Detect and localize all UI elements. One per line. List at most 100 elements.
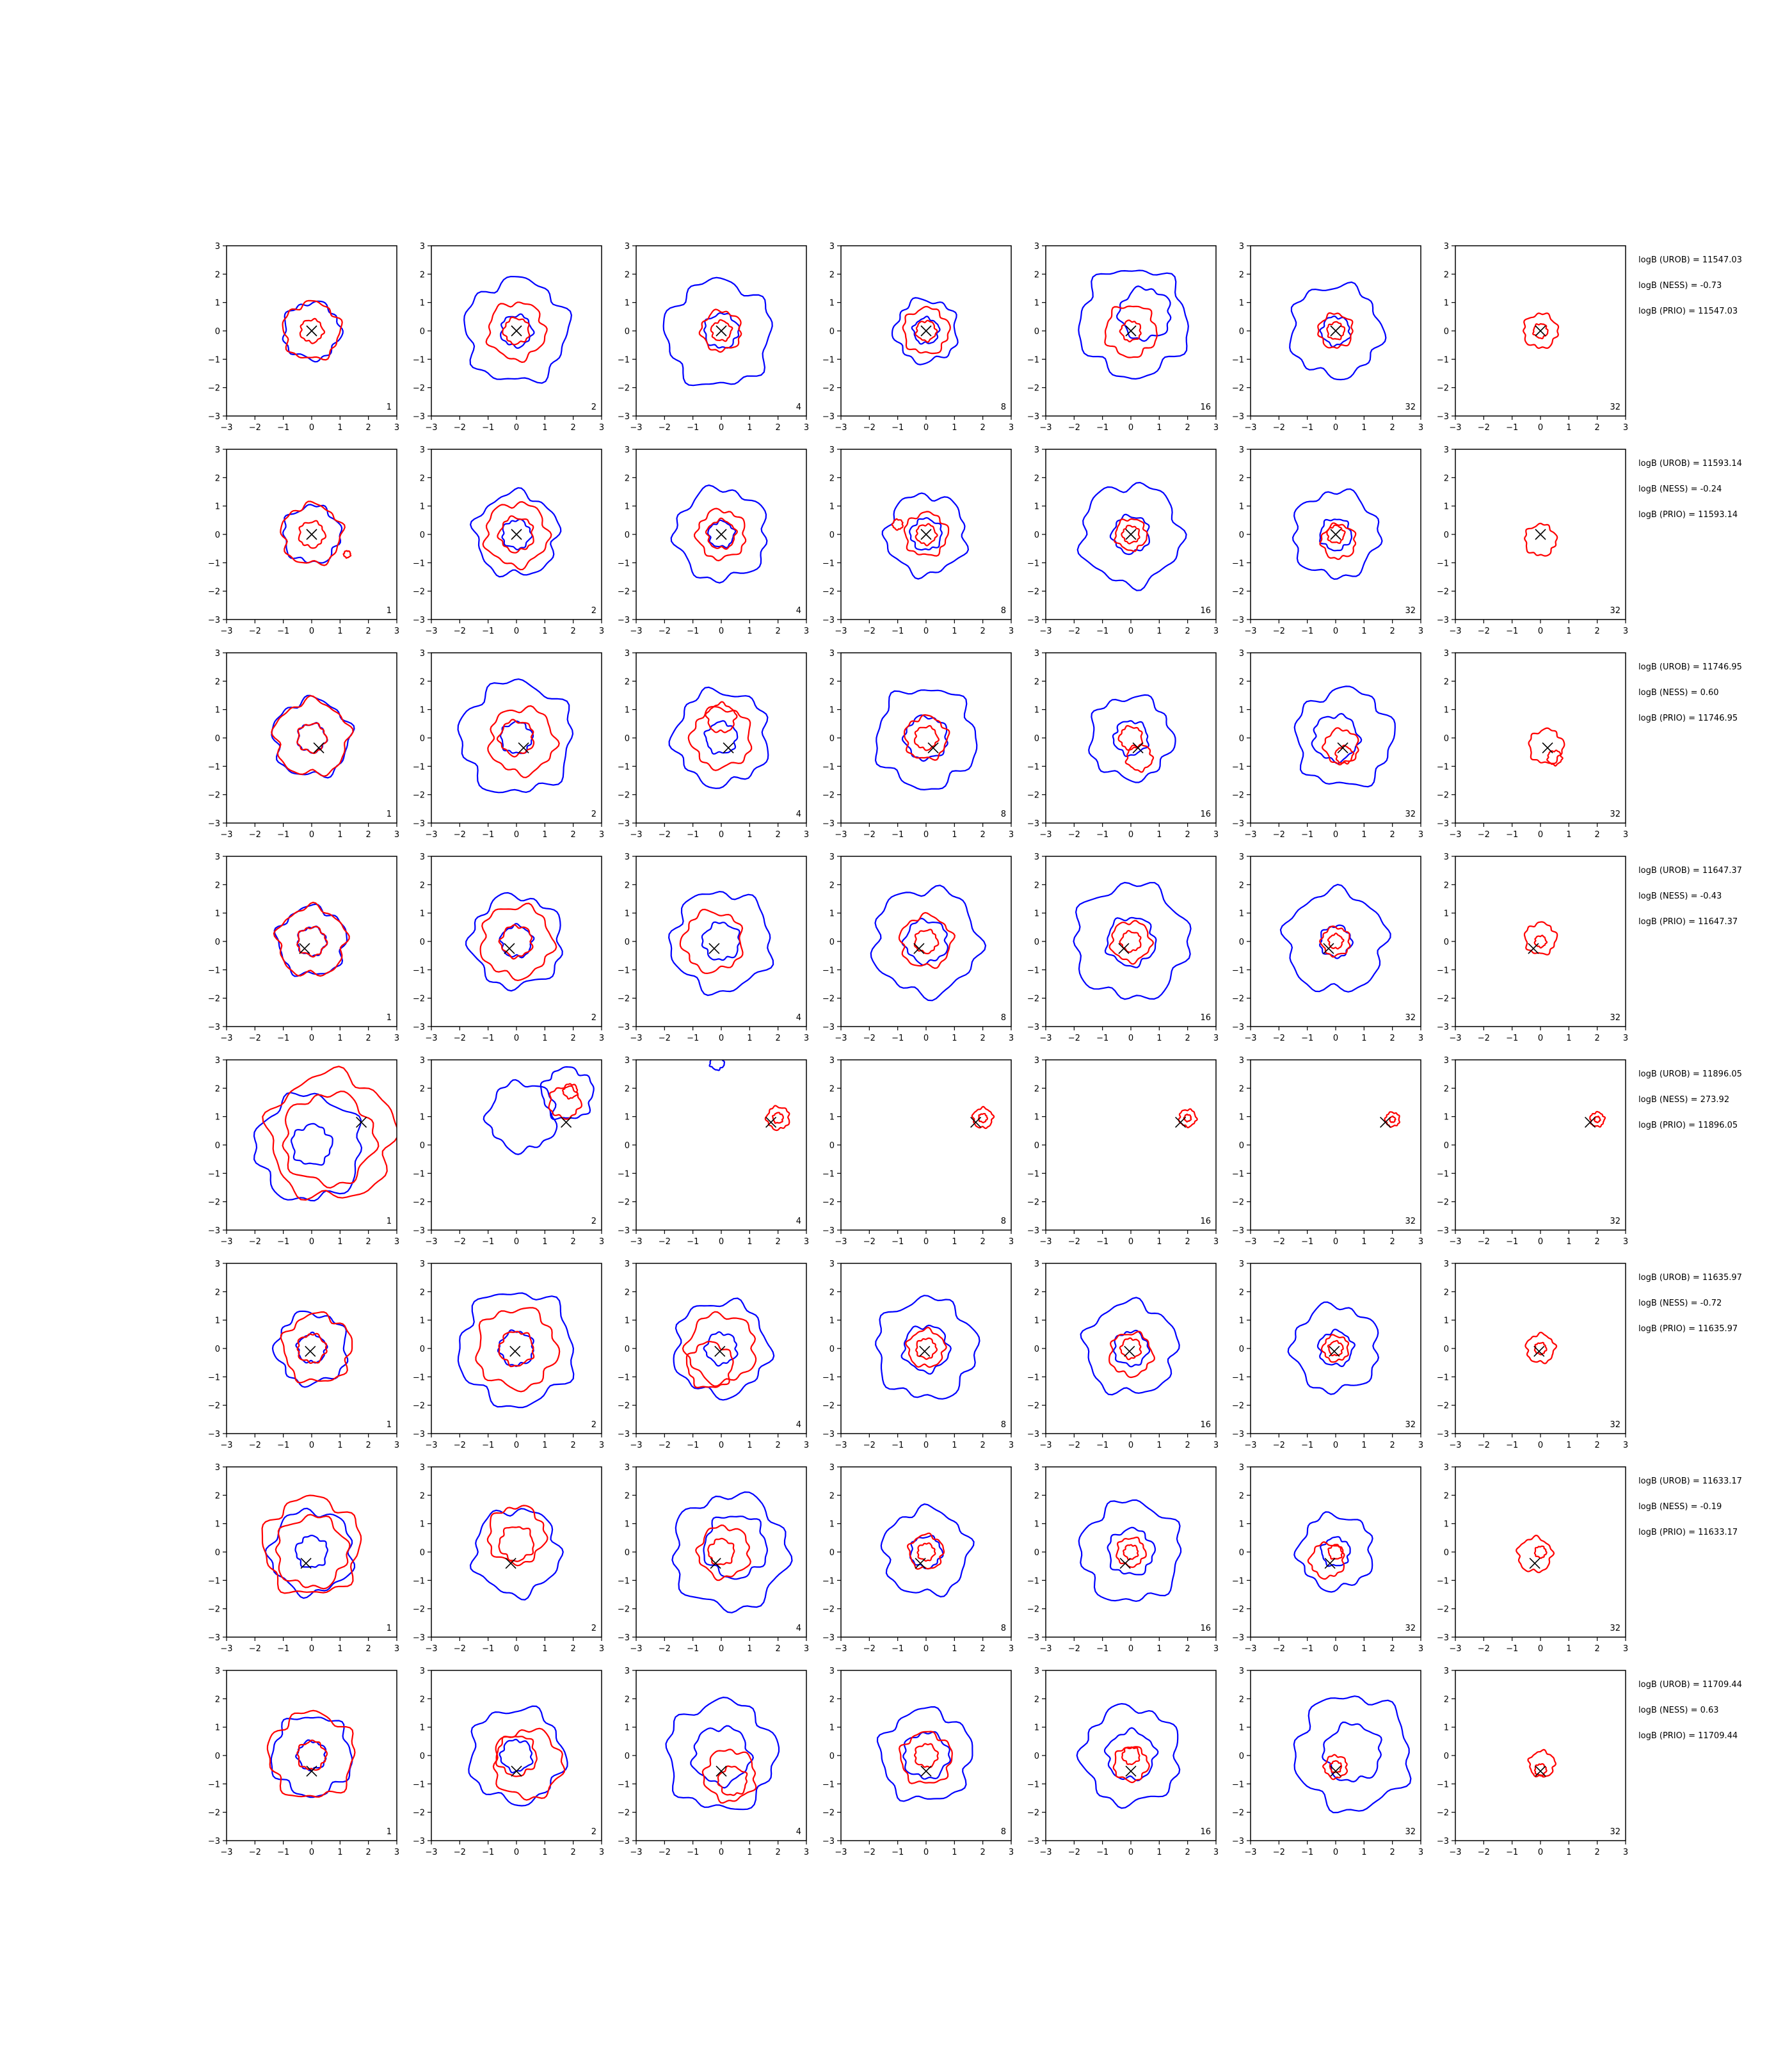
x-tick-label: 2 bbox=[1390, 627, 1395, 636]
x-tick-label: −2 bbox=[249, 1441, 261, 1450]
y-tick-label: 1 bbox=[215, 909, 220, 919]
x-tick-label: 1 bbox=[1566, 1237, 1571, 1247]
y-tick-label: −1 bbox=[1027, 559, 1039, 568]
x-tick-label: −1 bbox=[892, 830, 904, 840]
y-tick-label: 2 bbox=[420, 1288, 425, 1297]
panel-label: 32 bbox=[1610, 606, 1620, 616]
y-tick-label: 1 bbox=[1444, 1520, 1449, 1530]
blue-contour bbox=[1316, 1328, 1356, 1368]
y-tick-label: −1 bbox=[618, 559, 630, 568]
y-tick-label: −2 bbox=[1232, 1809, 1244, 1818]
x-tick-label: 3 bbox=[1213, 830, 1219, 840]
row-stat-text: logB (PRIO) = 11896.05 bbox=[1638, 1121, 1738, 1130]
y-tick-label: 0 bbox=[215, 1548, 220, 1558]
x-tick-label: −2 bbox=[1478, 1441, 1490, 1450]
plot-area bbox=[673, 1297, 775, 1401]
y-tick-label: 2 bbox=[829, 270, 835, 280]
x-tick-label: 3 bbox=[804, 1644, 809, 1654]
y-tick-label: 3 bbox=[1444, 649, 1449, 659]
y-tick-label: 1 bbox=[420, 299, 425, 308]
x-tick-label: −3 bbox=[630, 830, 642, 840]
y-tick-label: −2 bbox=[1437, 588, 1449, 597]
x-tick-label: −2 bbox=[863, 1237, 876, 1247]
x-tick-label: 2 bbox=[1390, 1644, 1395, 1654]
y-tick-label: −3 bbox=[1027, 1023, 1039, 1032]
y-tick-label: 2 bbox=[1239, 474, 1244, 483]
axes-frame bbox=[1045, 856, 1217, 1027]
x-tick-label: −3 bbox=[835, 1848, 847, 1857]
x-tick-label: 1 bbox=[1156, 1237, 1162, 1247]
x-tick-label: 1 bbox=[1361, 1848, 1366, 1857]
y-tick-label: 0 bbox=[625, 734, 630, 744]
x-tick-label: 1 bbox=[1361, 1237, 1366, 1247]
x-tick-label: −1 bbox=[892, 423, 904, 433]
y-tick-label: −3 bbox=[1232, 819, 1244, 829]
x-tick-label: 2 bbox=[1595, 1848, 1600, 1857]
x-tick-label: 0 bbox=[1128, 1441, 1133, 1450]
red-contour bbox=[498, 1526, 535, 1562]
plot-area bbox=[876, 1706, 973, 1802]
x-tick-label: 1 bbox=[952, 1237, 957, 1247]
y-tick-label: 0 bbox=[829, 1548, 835, 1558]
x-tick-label: −3 bbox=[1244, 423, 1256, 433]
panel-label: 32 bbox=[1405, 1217, 1416, 1226]
row-stat-text: logB (NESS) = 0.60 bbox=[1638, 688, 1719, 698]
red-contour bbox=[695, 1524, 751, 1581]
plot-area bbox=[1289, 281, 1387, 381]
x-tick-label: −1 bbox=[1096, 1034, 1108, 1043]
red-contour bbox=[1384, 1111, 1401, 1128]
red-contour bbox=[262, 1066, 397, 1201]
y-tick-label: −1 bbox=[208, 1373, 220, 1382]
x-tick-label: 2 bbox=[1595, 1644, 1600, 1654]
y-tick-label: 0 bbox=[215, 938, 220, 947]
axes-frame bbox=[226, 1670, 397, 1841]
y-tick-label: 1 bbox=[1239, 1520, 1244, 1530]
axes-frame bbox=[840, 1263, 1012, 1434]
x-tick-label: −2 bbox=[454, 1848, 466, 1857]
red-contour bbox=[1533, 934, 1548, 949]
x-tick-label: 2 bbox=[1595, 1441, 1600, 1450]
x-tick-label: 2 bbox=[776, 830, 781, 840]
blue-contour bbox=[880, 1503, 975, 1598]
panel-r2-c4: −3−3 −2 −2 −1 −1 0 0 1 1 2 2 3 3 8 bbox=[822, 445, 1014, 636]
blue-contour bbox=[1320, 1536, 1351, 1567]
y-tick-label: −3 bbox=[618, 1226, 630, 1236]
red-contour bbox=[913, 724, 940, 751]
x-tick-label: 0 bbox=[924, 423, 929, 433]
y-tick-label: −1 bbox=[1437, 355, 1449, 365]
x-tick-label: 1 bbox=[542, 1237, 547, 1247]
y-tick-label: 1 bbox=[1034, 1724, 1039, 1733]
y-tick-label: −3 bbox=[1232, 1633, 1244, 1643]
x-tick-label: −1 bbox=[687, 1441, 699, 1450]
x-tick-label: 3 bbox=[1623, 1237, 1628, 1247]
x-tick-label: 2 bbox=[366, 1848, 371, 1857]
y-tick-label: 3 bbox=[829, 1667, 835, 1676]
y-tick-label: 3 bbox=[1239, 1260, 1244, 1269]
x-tick-label: 1 bbox=[337, 627, 342, 636]
y-tick-label: 3 bbox=[1239, 649, 1244, 659]
y-tick-label: −3 bbox=[822, 412, 835, 422]
y-tick-label: 2 bbox=[215, 1491, 220, 1501]
y-tick-label: 2 bbox=[1034, 1084, 1039, 1094]
y-tick-label: 0 bbox=[625, 1141, 630, 1151]
x-tick-label: −1 bbox=[277, 627, 289, 636]
x-tick-label: 3 bbox=[1418, 1644, 1423, 1654]
y-tick-label: 0 bbox=[420, 1752, 425, 1761]
x-tick-label: −3 bbox=[220, 627, 232, 636]
plot-area bbox=[282, 300, 344, 363]
y-tick-label: 2 bbox=[1444, 881, 1449, 890]
blue-contour bbox=[670, 484, 768, 584]
plot-area bbox=[970, 1105, 995, 1130]
y-tick-label: 3 bbox=[420, 1056, 425, 1066]
y-tick-label: −1 bbox=[822, 1373, 835, 1382]
x-tick-label: −3 bbox=[835, 1644, 847, 1654]
x-tick-label: 3 bbox=[1623, 1848, 1628, 1857]
x-tick-label: −2 bbox=[863, 1034, 876, 1043]
x-tick-label: 3 bbox=[1009, 830, 1014, 840]
true-point-marker bbox=[1329, 1345, 1340, 1357]
red-contour bbox=[1116, 1536, 1147, 1568]
x-tick-label: 3 bbox=[1009, 1848, 1014, 1857]
blue-contour bbox=[1287, 1301, 1380, 1395]
x-tick-label: 1 bbox=[542, 627, 547, 636]
y-tick-label: 3 bbox=[420, 242, 425, 252]
